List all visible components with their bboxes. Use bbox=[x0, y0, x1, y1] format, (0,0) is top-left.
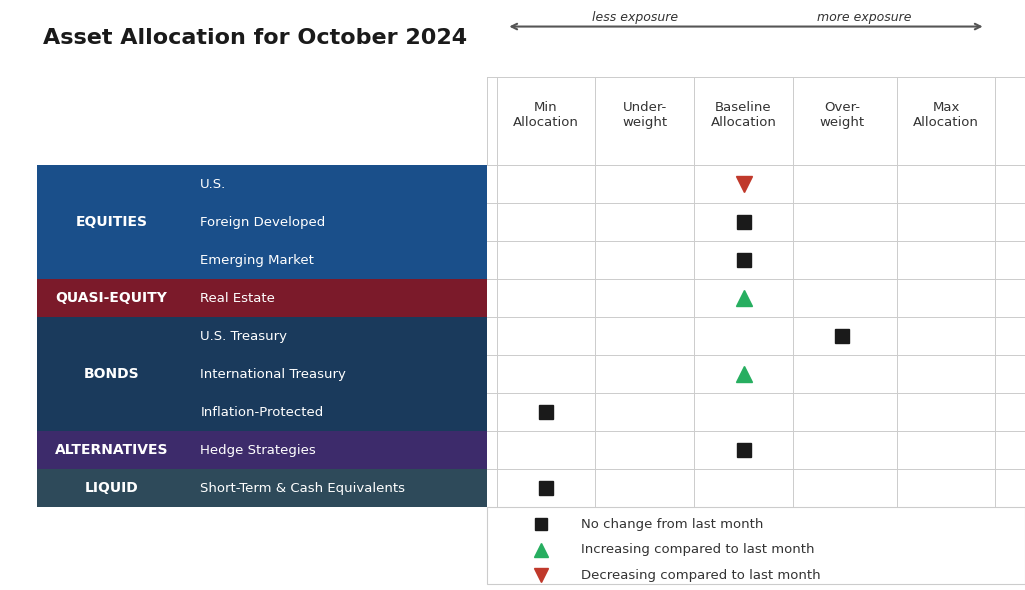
FancyBboxPatch shape bbox=[191, 317, 487, 355]
FancyBboxPatch shape bbox=[37, 431, 191, 470]
Text: Over-
weight: Over- weight bbox=[820, 101, 865, 129]
FancyBboxPatch shape bbox=[191, 203, 487, 241]
Text: Decreasing compared to last month: Decreasing compared to last month bbox=[580, 569, 820, 582]
Text: Inflation-Protected: Inflation-Protected bbox=[200, 406, 324, 419]
FancyBboxPatch shape bbox=[37, 470, 191, 507]
Text: International Treasury: International Treasury bbox=[200, 368, 346, 381]
Text: QUASI-EQUITY: QUASI-EQUITY bbox=[55, 291, 167, 305]
Text: EQUITIES: EQUITIES bbox=[76, 215, 148, 230]
FancyBboxPatch shape bbox=[191, 355, 487, 394]
Text: Real Estate: Real Estate bbox=[200, 292, 275, 305]
Text: Short-Term & Cash Equivalents: Short-Term & Cash Equivalents bbox=[200, 482, 405, 495]
Text: Hedge Strategies: Hedge Strategies bbox=[200, 444, 316, 457]
FancyBboxPatch shape bbox=[191, 394, 487, 431]
Text: U.S. Treasury: U.S. Treasury bbox=[200, 330, 287, 343]
FancyBboxPatch shape bbox=[191, 431, 487, 470]
Text: U.S.: U.S. bbox=[200, 178, 227, 191]
Text: Asset Allocation for October 2024: Asset Allocation for October 2024 bbox=[42, 28, 466, 48]
Text: Baseline
Allocation: Baseline Allocation bbox=[710, 101, 777, 129]
FancyBboxPatch shape bbox=[37, 279, 191, 317]
Text: LIQUID: LIQUID bbox=[84, 481, 138, 496]
FancyBboxPatch shape bbox=[191, 470, 487, 507]
FancyBboxPatch shape bbox=[37, 317, 191, 431]
FancyBboxPatch shape bbox=[191, 241, 487, 279]
Text: ALTERNATIVES: ALTERNATIVES bbox=[54, 443, 168, 457]
Text: BONDS: BONDS bbox=[84, 368, 139, 381]
FancyBboxPatch shape bbox=[191, 279, 487, 317]
Text: Min
Allocation: Min Allocation bbox=[514, 101, 579, 129]
Text: Increasing compared to last month: Increasing compared to last month bbox=[580, 543, 814, 556]
Text: Emerging Market: Emerging Market bbox=[200, 254, 314, 267]
Text: No change from last month: No change from last month bbox=[580, 517, 763, 530]
FancyBboxPatch shape bbox=[37, 165, 191, 279]
Text: Under-
weight: Under- weight bbox=[622, 101, 667, 129]
Text: Max
Allocation: Max Allocation bbox=[913, 101, 979, 129]
FancyBboxPatch shape bbox=[191, 165, 487, 203]
Text: Foreign Developed: Foreign Developed bbox=[200, 216, 326, 229]
FancyBboxPatch shape bbox=[487, 507, 1025, 584]
Text: less exposure: less exposure bbox=[591, 11, 678, 24]
Text: more exposure: more exposure bbox=[817, 11, 912, 24]
